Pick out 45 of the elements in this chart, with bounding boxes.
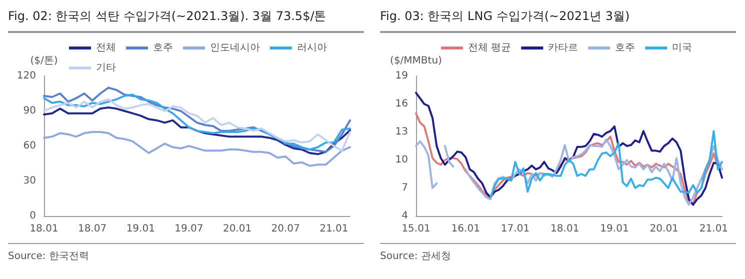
x-tick-label: 18.01 <box>550 224 580 234</box>
x-tick-label: 19.01 <box>600 224 629 234</box>
x-tick-label: 20.01 <box>222 224 252 234</box>
source-note: Source: 한국전력 <box>8 250 90 263</box>
y-tick-label: 16 <box>395 98 408 110</box>
legend-label: 미국 <box>672 42 692 54</box>
line-series <box>489 130 723 198</box>
y-tick-label: 60 <box>23 140 36 152</box>
legend-label: 전체 평균 <box>468 42 512 54</box>
y-tick-label: 7 <box>402 182 408 194</box>
y-tick-label: 120 <box>16 70 36 82</box>
x-tick-label: 21.01 <box>320 224 348 234</box>
line-series <box>43 106 351 156</box>
y-tick-label: 90 <box>23 106 36 116</box>
x-tick-label: 17.01 <box>500 224 530 234</box>
x-tick-label: 20.01 <box>650 224 678 234</box>
x-tick-label: 19.07 <box>174 224 204 234</box>
y-axis-title: ($/MMBtu) <box>390 56 442 66</box>
x-tick-label: 15.01 <box>402 224 430 234</box>
y-tick-label: 4 <box>402 210 408 222</box>
y-tick-label: 10 <box>395 154 408 166</box>
x-tick-label: 18.01 <box>30 224 58 234</box>
line-series <box>415 112 723 205</box>
y-tick-label: 19 <box>395 70 408 82</box>
y-tick-label: 13 <box>395 126 408 138</box>
legend-label: 인도네시아 <box>210 42 260 54</box>
x-tick-label: 19.01 <box>126 224 155 234</box>
chart-title: Fig. 03: 한국의 LNG 수입가격(~2021년 3월) <box>380 8 736 33</box>
legend-label: 호주 <box>153 42 173 54</box>
legend-label: 카타르 <box>548 42 578 54</box>
y-tick-label: 30 <box>23 176 36 186</box>
x-tick-label: 16.01 <box>451 224 480 234</box>
chart-title: Fig. 02: 한국의 석탄 수입가격(~2021.3월). 3월 73.5$/톤 <box>8 8 364 33</box>
x-tick-label: 18.07 <box>78 224 107 234</box>
legend-label: 기타 <box>96 62 116 74</box>
legend-label: 러시아 <box>297 42 327 54</box>
x-tick-label: 20.07 <box>271 224 300 234</box>
line-series <box>43 131 351 167</box>
y-axis-title: ($/톤) <box>30 56 58 66</box>
x-tick-label: 21.01 <box>699 224 728 234</box>
legend-label: 전체 <box>96 42 116 54</box>
legend-label: 호주 <box>615 42 636 54</box>
source-note: Source: 관세청 <box>380 250 452 263</box>
y-tick-label: 0 <box>30 210 36 222</box>
line-series <box>415 92 723 206</box>
